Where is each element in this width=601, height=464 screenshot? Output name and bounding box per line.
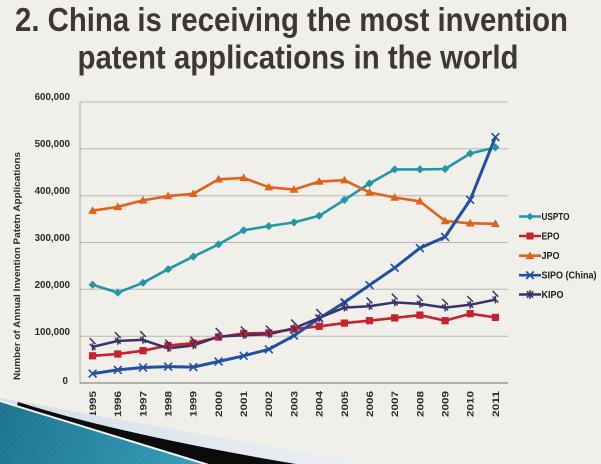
svg-text:1996: 1996 <box>113 391 124 417</box>
svg-text:SIPO (China): SIPO (China) <box>542 271 597 282</box>
svg-text:2000: 2000 <box>214 391 225 417</box>
svg-text:2007: 2007 <box>390 391 401 417</box>
svg-text:200,000: 200,000 <box>35 280 71 291</box>
svg-text:2002: 2002 <box>264 391 275 417</box>
svg-text:1995: 1995 <box>88 390 99 417</box>
svg-text:100,000: 100,000 <box>35 327 71 338</box>
svg-text:300,000: 300,000 <box>35 233 71 244</box>
svg-text:patent applications in the wor: patent applications in the world <box>78 39 519 76</box>
svg-text:1997: 1997 <box>138 391 149 417</box>
svg-text:2001: 2001 <box>239 390 250 417</box>
svg-text:Number of Annual Invention Pat: Number of Annual Invention Patetn Applic… <box>12 152 23 380</box>
svg-text:JPO: JPO <box>542 251 560 262</box>
svg-text:400,000: 400,000 <box>35 186 71 197</box>
svg-text:2003: 2003 <box>289 391 300 417</box>
svg-text:2008: 2008 <box>415 391 426 417</box>
svg-text:2005: 2005 <box>340 390 351 417</box>
svg-text:600,000: 600,000 <box>35 92 71 103</box>
svg-text:2006: 2006 <box>365 391 376 417</box>
svg-text:2. China is receiving the most: 2. China is receiving the most invention <box>15 1 568 38</box>
svg-text:2004: 2004 <box>315 390 326 417</box>
svg-text:1998: 1998 <box>164 391 175 417</box>
svg-text:EPO: EPO <box>542 232 560 243</box>
svg-text:2009: 2009 <box>441 391 452 417</box>
svg-text:500,000: 500,000 <box>35 139 71 150</box>
svg-text:2010: 2010 <box>466 391 477 417</box>
svg-text:2011: 2011 <box>491 390 502 417</box>
svg-text:1999: 1999 <box>189 391 200 417</box>
svg-text:0: 0 <box>63 376 69 387</box>
svg-text:USPTO: USPTO <box>542 212 570 223</box>
svg-text:KIPO: KIPO <box>542 290 564 301</box>
